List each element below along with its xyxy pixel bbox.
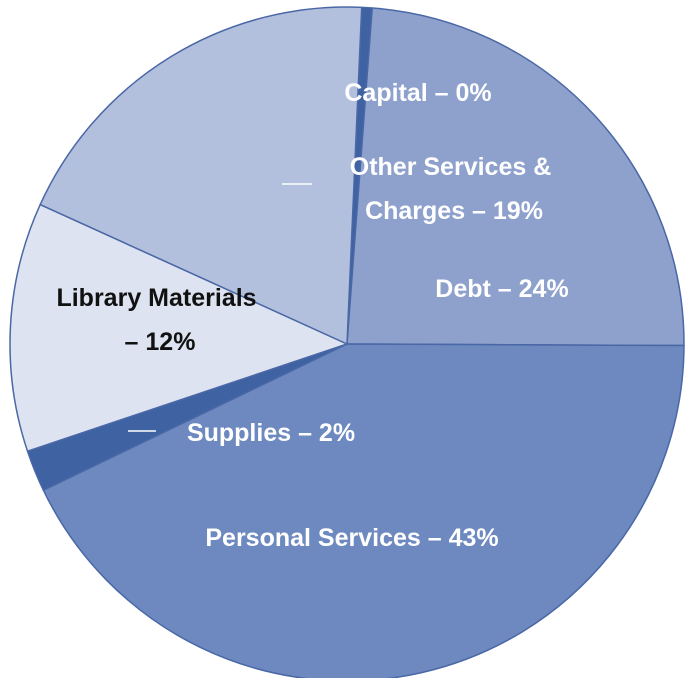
slice-label-other-services: Other Services & Charges – 19%: [350, 153, 558, 225]
slice-label-supplies: Supplies – 2%: [187, 419, 355, 447]
slice-label-library-materials: Library Materials – 12%: [56, 284, 263, 356]
pie-slices: [9, 6, 685, 678]
pie-slice-library-materials: [9, 203, 348, 452]
slice-label-debt: Debt – 24%: [435, 275, 568, 303]
pie-slice-other-services-charges: [39, 6, 363, 345]
slice-label-capital: Capital – 0%: [344, 79, 491, 107]
pie-slice-debt: [346, 7, 685, 347]
leader-lines: [128, 183, 312, 432]
slice-label-library-materials-line1: Library Materials: [56, 284, 256, 312]
slice-label-personal-services: Personal Services – 43%: [205, 524, 498, 552]
slice-label-other-services-line2: Charges – 19%: [365, 197, 543, 225]
slice-label-other-services-line1: Other Services &: [350, 153, 552, 181]
slice-label-library-materials-line2: – 12%: [125, 328, 196, 356]
slice-labels: Capital – 0% Other Services & Charges – …: [56, 79, 568, 552]
pie-slice-personal-services: [42, 343, 685, 678]
